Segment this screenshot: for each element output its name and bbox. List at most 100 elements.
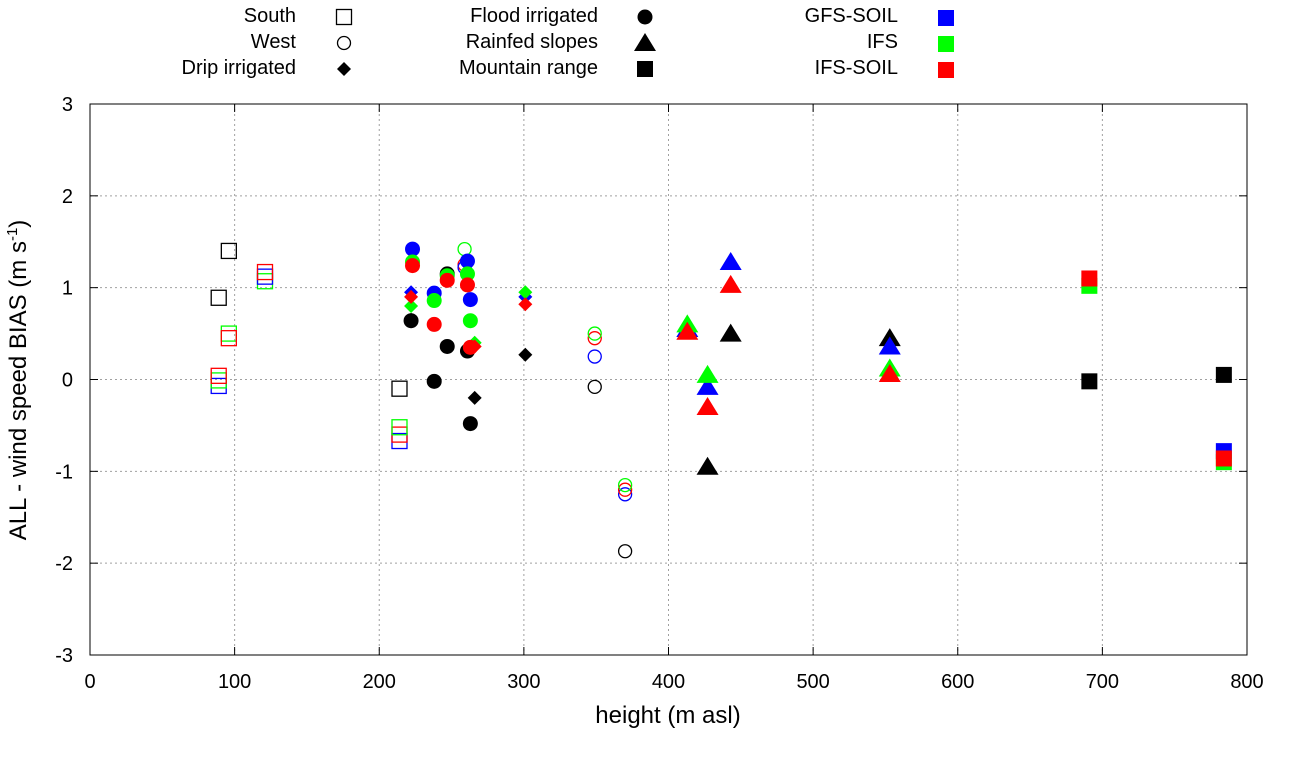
legend-marker-ifs-soil — [938, 62, 954, 78]
data-point — [404, 299, 419, 314]
x-tick-label: 100 — [218, 671, 251, 693]
data-point — [391, 380, 408, 397]
data-point — [403, 313, 419, 329]
data-point — [405, 258, 421, 274]
data-point — [404, 289, 419, 304]
data-point — [1215, 366, 1232, 383]
data-point — [210, 377, 227, 395]
legend: South West Drip irrigated Flood irrigate… — [182, 5, 954, 79]
x-tick-label: 300 — [507, 671, 540, 693]
data-point — [696, 456, 719, 475]
series-mountain-range — [1081, 270, 1232, 471]
legend-label-south: South — [244, 5, 296, 27]
data-point — [587, 326, 602, 341]
data-point — [426, 373, 442, 389]
legend-marker-south — [335, 8, 353, 26]
legend-marker-drip-irrigated — [337, 62, 351, 76]
x-tick-label: 0 — [84, 671, 95, 693]
legend-label-west: West — [251, 31, 297, 53]
x-tick-label: 800 — [1230, 671, 1263, 693]
y-tick-label: -3 — [55, 645, 73, 667]
legend-marker-mountain-range — [637, 61, 653, 77]
data-point — [1081, 270, 1098, 287]
data-point — [617, 477, 633, 493]
data-point — [719, 323, 742, 342]
legend-label-flood-irrigated: Flood irrigated — [470, 5, 598, 27]
data-point — [696, 364, 719, 383]
data-point — [462, 313, 478, 329]
data-point — [459, 266, 475, 282]
x-axis-label: height (m asl) — [595, 702, 740, 729]
x-tick-label: 200 — [363, 671, 396, 693]
data-point — [617, 487, 633, 502]
axis-ticks: 0 100 200 300 400 500 600 700 800 -3 -2 -1 0 1 2 3 — [55, 94, 1263, 693]
gridlines — [90, 104, 1247, 655]
y-tick-label: -1 — [55, 461, 73, 483]
data-point — [391, 432, 408, 450]
x-tick-label: 600 — [941, 671, 974, 693]
data-point — [719, 274, 742, 293]
legend-label-ifs: IFS — [867, 31, 898, 53]
data-point — [459, 277, 475, 293]
data-point — [587, 379, 602, 394]
data-point — [518, 285, 533, 300]
legend-marker-west — [336, 35, 352, 51]
data-point — [256, 263, 274, 281]
y-axis-label-main: ALL - wind speed BIAS (m s — [5, 241, 32, 540]
data-point — [878, 336, 901, 355]
data-point — [210, 367, 227, 384]
y-tick-label: 2 — [62, 186, 73, 208]
data-point — [391, 419, 408, 436]
y-tick-label: -2 — [55, 553, 73, 575]
y-axis-label-superscript: -1 — [4, 228, 21, 241]
data-points — [210, 241, 1232, 559]
data-point — [462, 292, 478, 308]
data-point — [676, 321, 699, 340]
legend-marker-gfs-soil — [938, 10, 954, 26]
data-point — [617, 544, 633, 559]
data-point — [1215, 450, 1232, 467]
x-tick-label: 500 — [796, 671, 829, 693]
data-point — [220, 325, 237, 342]
legend-label-mountain-range: Mountain range — [459, 57, 598, 79]
data-point — [467, 390, 482, 405]
series-south — [210, 242, 408, 450]
data-point — [518, 347, 533, 362]
data-point — [457, 241, 472, 257]
data-point — [696, 397, 719, 416]
data-point — [696, 376, 719, 395]
legend-label-drip-irrigated: Drip irrigated — [182, 57, 296, 79]
data-point — [426, 293, 442, 309]
series-flood-irrigated — [403, 241, 478, 432]
legend-label-ifs-soil: IFS-SOIL — [815, 57, 898, 79]
data-point — [462, 339, 478, 355]
y-tick-label: 1 — [62, 278, 73, 300]
data-point — [405, 241, 421, 257]
data-point — [210, 289, 227, 306]
data-point — [878, 363, 901, 382]
data-point — [439, 338, 455, 354]
legend-marker-ifs — [938, 36, 954, 52]
data-point — [1081, 373, 1098, 390]
data-point — [587, 349, 602, 364]
legend-marker-flood-irrigated — [637, 9, 653, 25]
y-axis-label-end: ) — [5, 220, 32, 228]
legend-label-rainfed-slopes: Rainfed slopes — [466, 31, 598, 53]
data-point — [462, 416, 478, 432]
data-point — [426, 316, 442, 332]
data-point — [256, 268, 274, 285]
x-tick-label: 400 — [652, 671, 685, 693]
y-axis-label: ALL - wind speed BIAS (m s-1) — [4, 220, 32, 541]
x-tick-label: 700 — [1086, 671, 1119, 693]
data-point — [210, 372, 227, 389]
data-point — [439, 272, 455, 288]
data-point — [617, 482, 633, 497]
data-point — [220, 242, 237, 260]
series-west — [457, 241, 633, 559]
legend-label-gfs-soil: GFS-SOIL — [805, 5, 898, 27]
y-tick-label: 0 — [62, 370, 73, 392]
data-point — [518, 297, 533, 312]
series-rainfed-slopes — [676, 251, 901, 475]
legend-marker-rainfed-slopes — [634, 33, 656, 51]
